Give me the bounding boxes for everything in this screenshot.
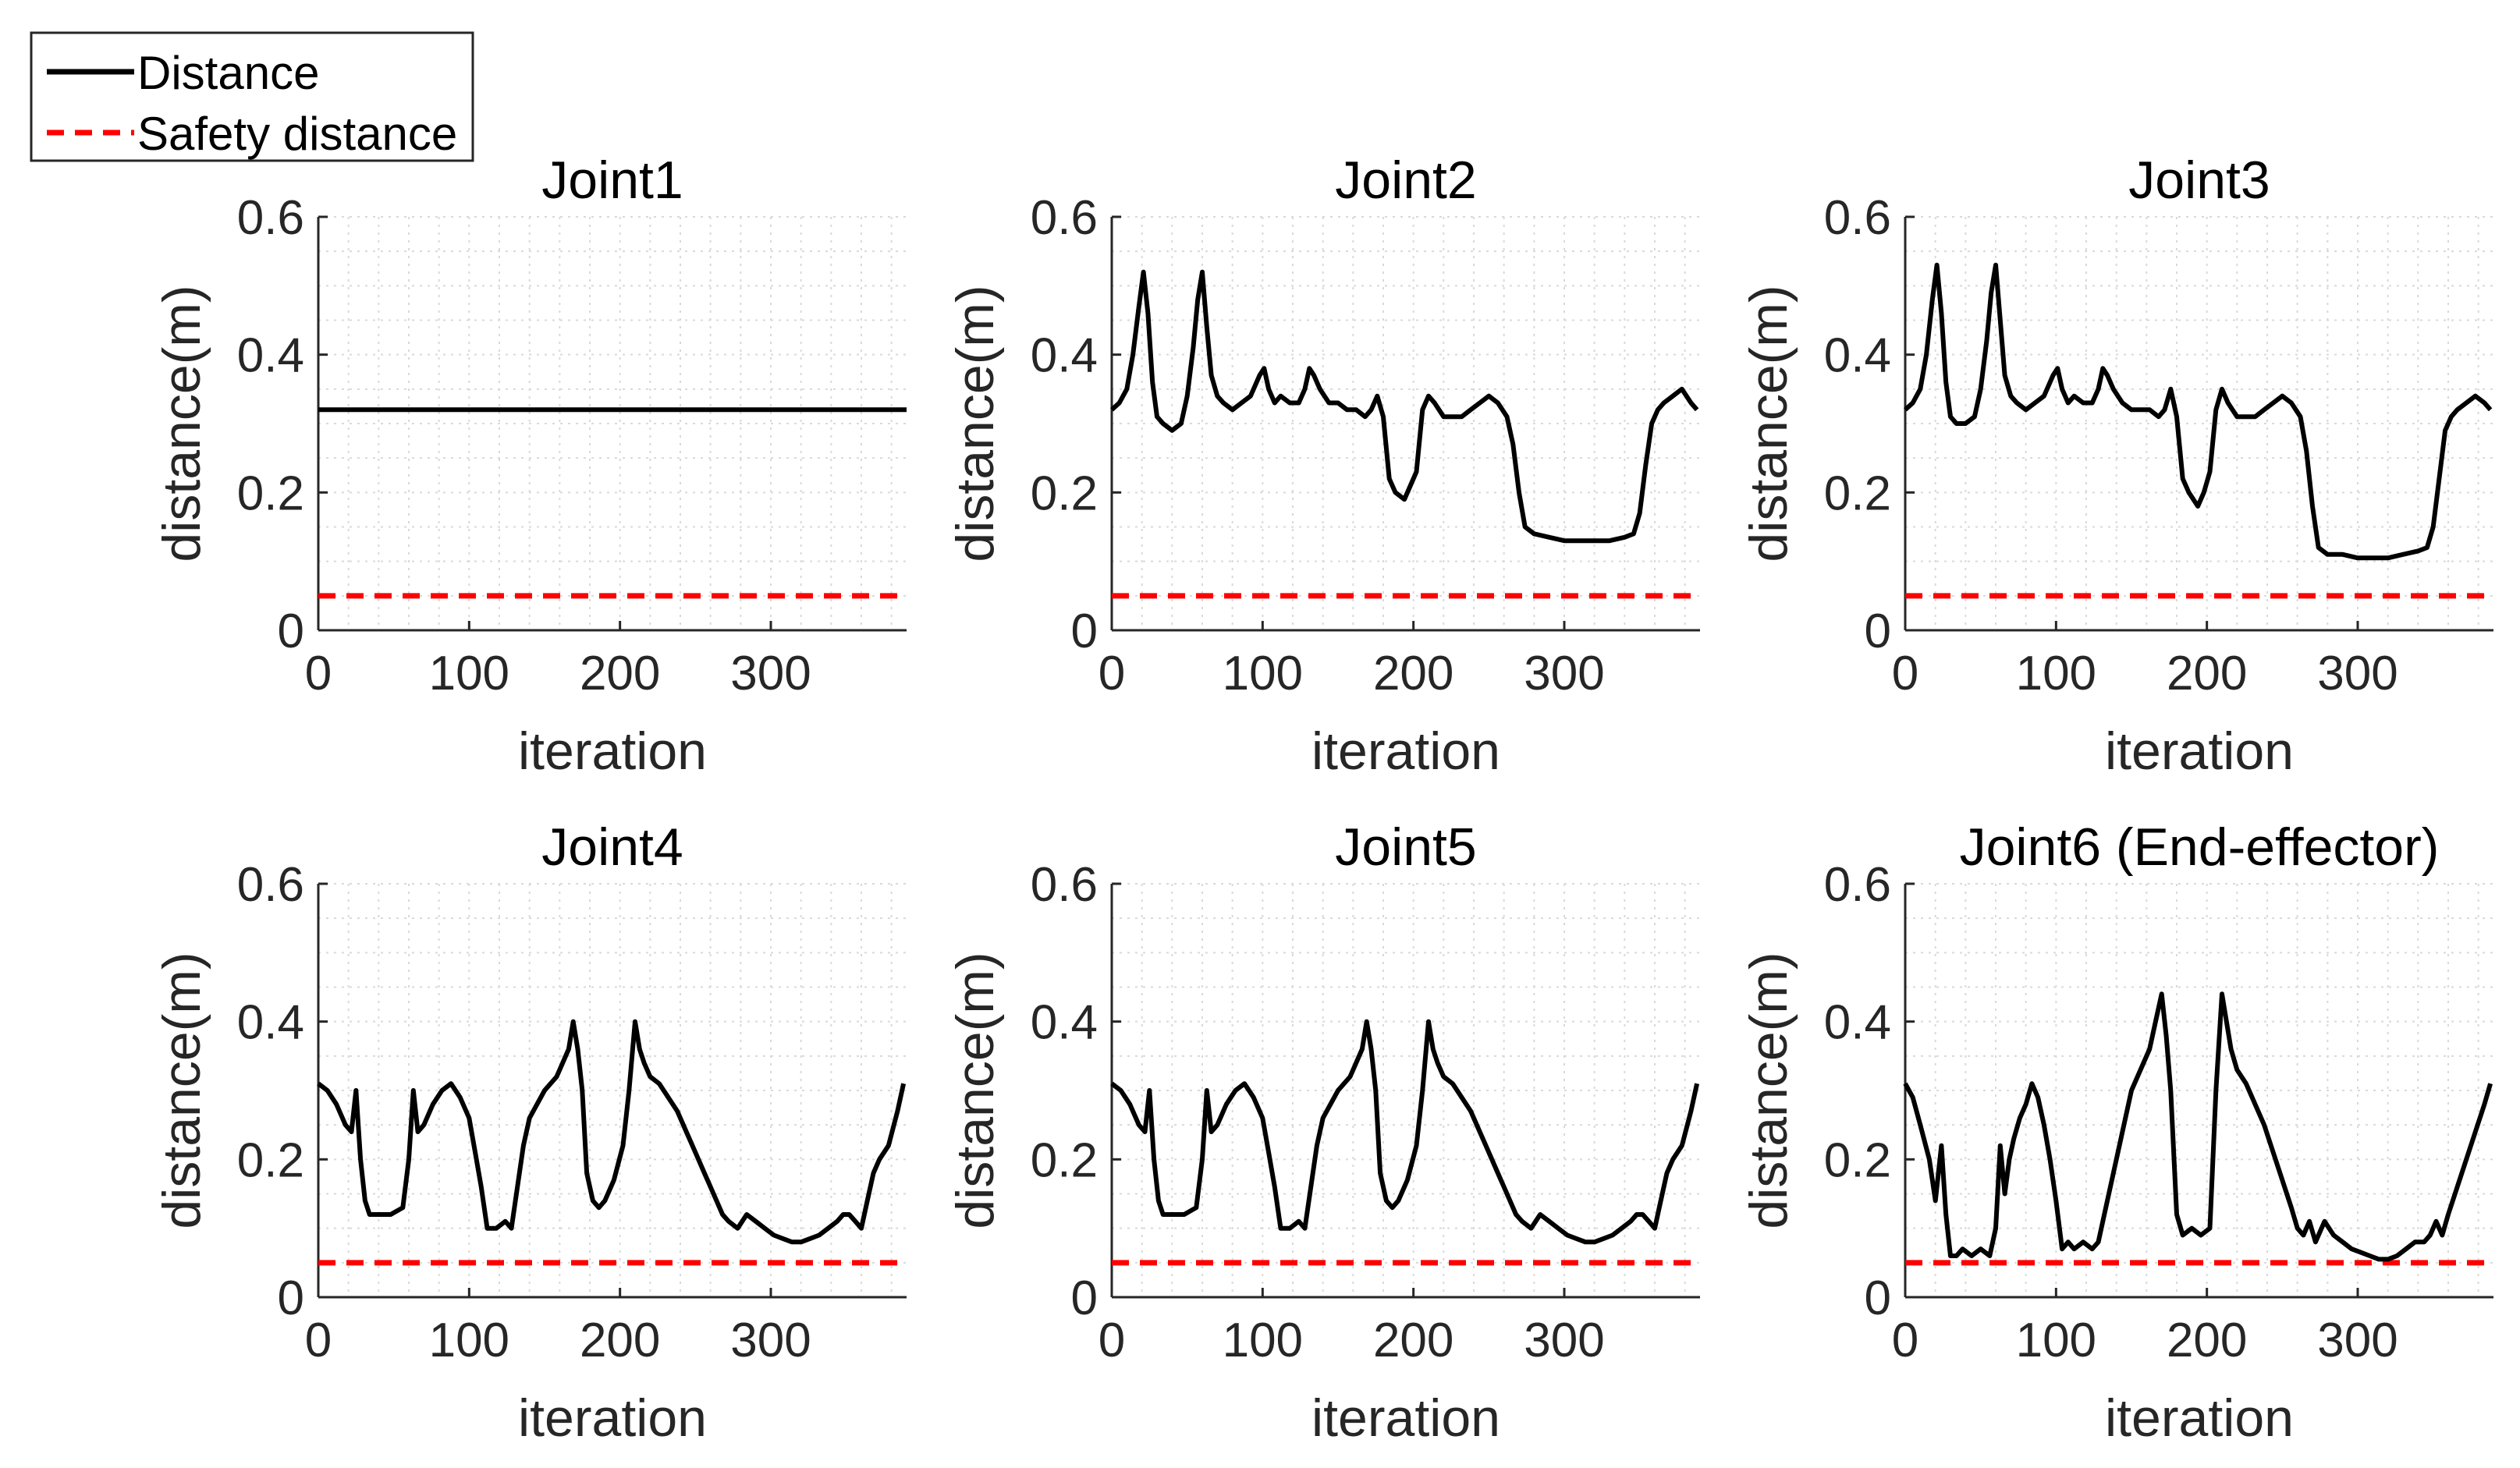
- x-tick-label: 0: [305, 1314, 332, 1367]
- distance-series-line: [1109, 269, 1699, 544]
- y-tick-label: 0.4: [1824, 329, 1891, 383]
- x-tick-label: 300: [2317, 1314, 2398, 1367]
- x-tick-label: 100: [429, 647, 509, 700]
- y-tick-label: 0: [278, 1271, 304, 1325]
- y-tick-label: 0.6: [237, 191, 304, 245]
- y-tick-label: 0.2: [1824, 466, 1891, 520]
- y-tick-label: 0.2: [1031, 466, 1098, 520]
- subplot-joint1: 0 100 200 300 0 0.2 0.4 0.6 Joint1 iteration dista…: [152, 151, 907, 781]
- x-axis-label: iteration: [2105, 1388, 2294, 1448]
- x-axis-label: iteration: [518, 1388, 707, 1448]
- x-tick-label: 200: [2167, 1314, 2247, 1367]
- subplot-title: Joint4: [541, 817, 683, 877]
- x-tick-label: 0: [305, 647, 332, 700]
- distance-series-line: [1903, 262, 2493, 561]
- y-axis-label: distance(m): [946, 285, 1005, 562]
- x-tick-label: 100: [2016, 1314, 2096, 1367]
- distance-series-line: [1903, 991, 2493, 1262]
- y-tick-label: 0.6: [1824, 858, 1891, 912]
- subplot-title: Joint6 (End-effector): [1960, 817, 2440, 877]
- x-tick-label: 300: [1524, 1314, 1604, 1367]
- distance-series-line: [317, 1019, 907, 1245]
- plot-area: [1112, 217, 1700, 630]
- y-tick-label: 0.6: [1031, 191, 1098, 245]
- x-axis-label: iteration: [518, 722, 707, 781]
- x-tick-label: 0: [1892, 647, 1918, 700]
- x-axis-label: iteration: [2105, 722, 2294, 781]
- x-tick-label: 300: [730, 647, 811, 700]
- x-tick-label: 200: [1373, 647, 1453, 700]
- plot-area: [1905, 217, 2493, 630]
- x-axis-label: iteration: [1311, 1388, 1500, 1448]
- x-tick-label: 300: [2317, 647, 2398, 700]
- y-axis-label: distance(m): [1739, 952, 1798, 1229]
- x-tick-label: 200: [580, 1314, 660, 1367]
- y-tick-label: 0: [1865, 605, 1891, 658]
- x-tick-label: 200: [2167, 647, 2247, 700]
- y-axis-label: distance(m): [1739, 285, 1798, 562]
- y-tick-label: 0.6: [1031, 858, 1098, 912]
- x-tick-label: 100: [429, 1314, 509, 1367]
- x-tick-label: 100: [1223, 647, 1303, 700]
- legend-label-distance: Distance: [137, 47, 319, 99]
- x-tick-label: 300: [730, 1314, 811, 1367]
- x-tick-label: 0: [1892, 1314, 1918, 1367]
- x-tick-label: 200: [580, 647, 660, 700]
- y-tick-label: 0: [1865, 1271, 1891, 1325]
- x-tick-label: 0: [1099, 1314, 1125, 1367]
- y-tick-label: 0.2: [237, 1133, 304, 1187]
- x-tick-label: 100: [1223, 1314, 1303, 1367]
- y-tick-label: 0.4: [237, 329, 304, 383]
- y-axis-label: distance(m): [152, 952, 211, 1229]
- y-tick-label: 0.4: [1031, 329, 1098, 383]
- y-tick-label: 0.4: [1824, 996, 1891, 1050]
- subplot-title: Joint2: [1335, 151, 1476, 210]
- plot-area: [1112, 884, 1700, 1297]
- x-tick-label: 300: [1524, 647, 1604, 700]
- subplot-grid: 0 100 200 300 0 0.2 0.4 0.6 Joint1 iteration dista…: [152, 151, 2493, 1448]
- subplot-joint6: 0 100 200 300 0 0.2 0.4 0.6 Joint6 (End-effector…: [1739, 817, 2493, 1448]
- y-tick-label: 0: [1071, 1271, 1098, 1325]
- plot-area: [318, 884, 907, 1297]
- y-tick-label: 0.2: [237, 466, 304, 520]
- y-tick-label: 0.2: [1031, 1133, 1098, 1187]
- legend: Distance Safety distance: [30, 31, 474, 162]
- y-tick-label: 0.2: [1824, 1133, 1891, 1187]
- legend-box: [30, 31, 474, 162]
- y-tick-label: 0: [278, 605, 304, 658]
- x-tick-label: 0: [1099, 647, 1125, 700]
- y-axis-label: distance(m): [152, 285, 211, 562]
- distance-series-line: [1110, 1019, 1700, 1245]
- subplot-title: Joint5: [1335, 817, 1476, 877]
- legend-label-safety-distance: Safety distance: [137, 108, 457, 160]
- x-tick-label: 100: [2016, 647, 2096, 700]
- subplot-joint4: 0 100 200 300 0 0.2 0.4 0.6 Joint4 iteration dista…: [152, 817, 907, 1448]
- y-tick-label: 0.4: [237, 996, 304, 1050]
- y-tick-label: 0: [1071, 605, 1098, 658]
- x-axis-label: iteration: [1311, 722, 1500, 781]
- x-tick-label: 200: [1373, 1314, 1453, 1367]
- plot-area: [318, 217, 907, 630]
- plot-area: [1905, 884, 2493, 1297]
- y-tick-label: 0.4: [1031, 996, 1098, 1050]
- subplot-joint3: 0 100 200 300 0 0.2 0.4 0.6 Joint3 iteration dista…: [1739, 151, 2493, 781]
- y-tick-label: 0.6: [237, 858, 304, 912]
- subplot-joint5: 0 100 200 300 0 0.2 0.4 0.6 Joint5 iteration dista…: [946, 817, 1700, 1448]
- y-tick-label: 0.6: [1824, 191, 1891, 245]
- y-axis-label: distance(m): [946, 952, 1005, 1229]
- subplot-joint2: 0 100 200 300 0 0.2 0.4 0.6 Joint2 iteration dista…: [946, 151, 1700, 781]
- subplot-title: Joint3: [2128, 151, 2270, 210]
- subplot-title: Joint1: [541, 151, 683, 210]
